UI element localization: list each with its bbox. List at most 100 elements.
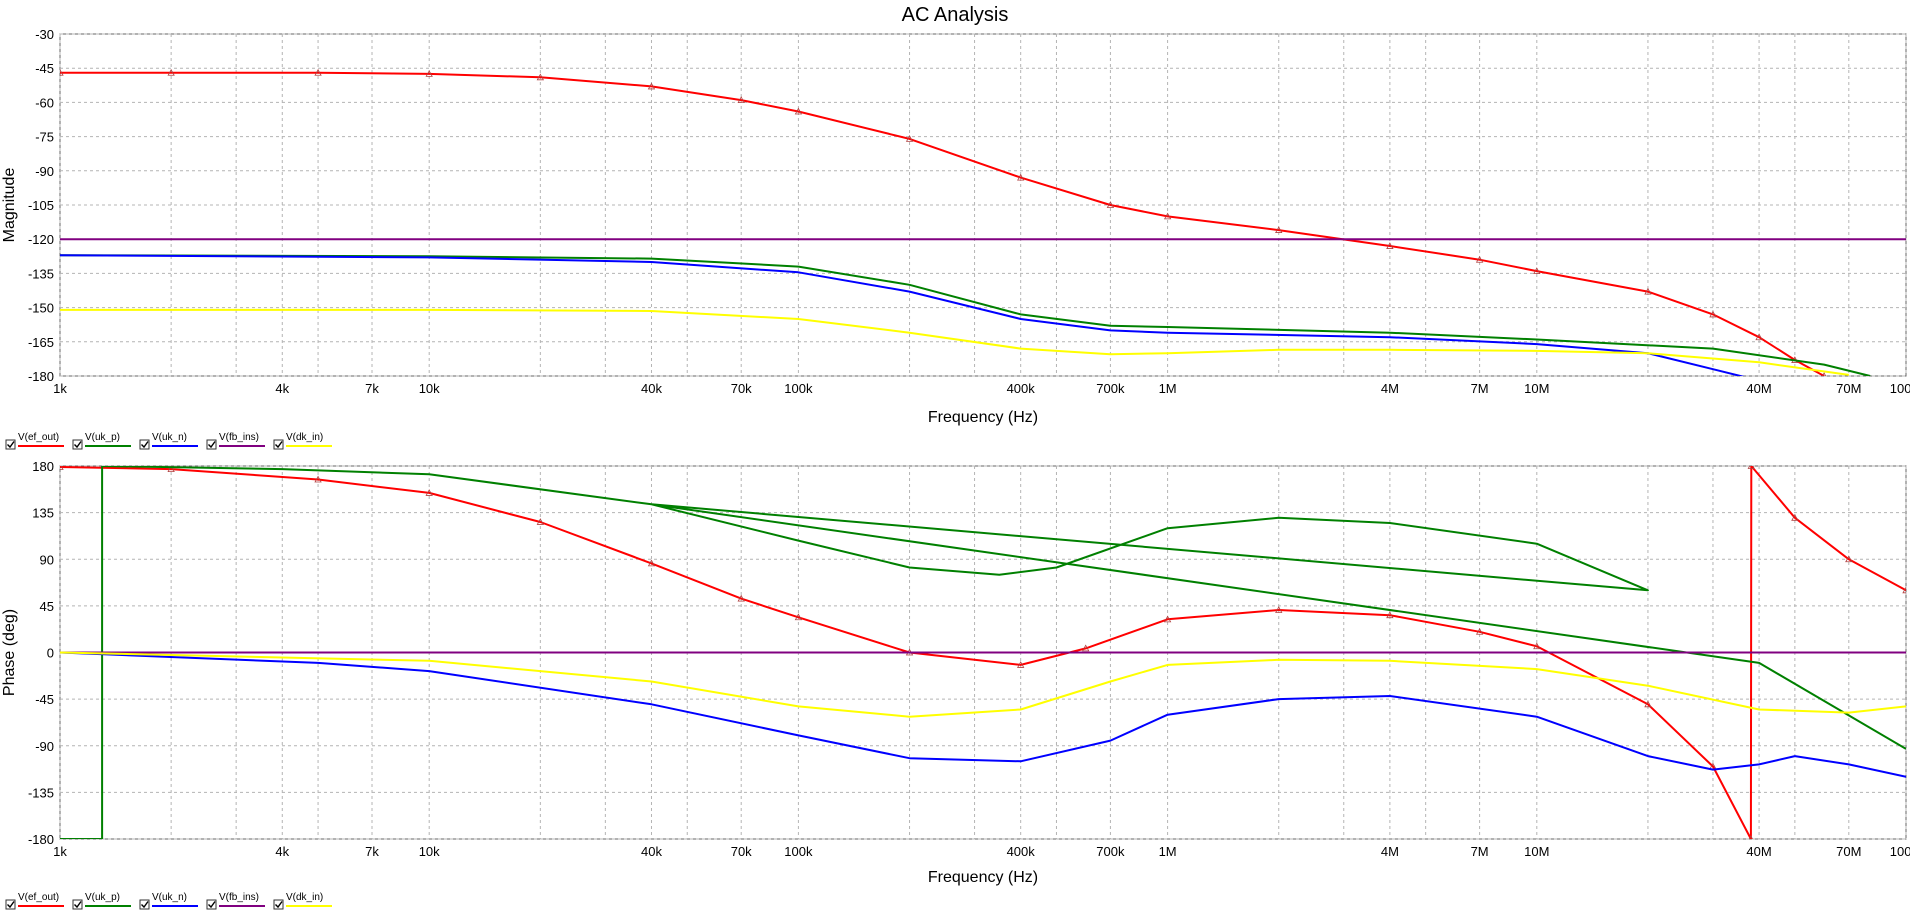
y-tick-label: -90 xyxy=(35,739,54,754)
data-point xyxy=(1644,700,1652,708)
data-point xyxy=(60,68,64,76)
data-point xyxy=(314,68,322,76)
data-point xyxy=(1017,661,1025,668)
data-point xyxy=(1533,267,1541,275)
data-point xyxy=(536,518,545,525)
x-tick-label: 40M xyxy=(1746,844,1771,859)
legend-label: V(ef_out) xyxy=(18,432,59,443)
x-tick-label: 700k xyxy=(1096,844,1125,859)
legend-checkbox xyxy=(139,899,150,910)
check-icon xyxy=(7,441,15,449)
legend-checkbox xyxy=(72,899,83,910)
y-tick-label: 0 xyxy=(47,646,54,661)
x-tick-label: 40k xyxy=(641,844,662,859)
x-tick-label: 4M xyxy=(1381,844,1399,859)
data-point xyxy=(1747,466,1755,469)
y-tick-label: -180 xyxy=(28,369,54,384)
x-tick-label: 100k xyxy=(784,844,813,859)
series-line-V(uk_n) xyxy=(60,651,1906,778)
legend-checkbox xyxy=(5,899,16,910)
legend-item: V(uk_p) xyxy=(72,432,131,450)
series-line-V(ef_out) xyxy=(60,466,1906,839)
legend-checkbox xyxy=(139,439,150,450)
y-tick-label: -165 xyxy=(28,335,54,350)
y-tick-label: -75 xyxy=(35,130,54,145)
y-tick-label: -135 xyxy=(28,266,54,281)
data-point xyxy=(1821,372,1827,376)
x-tick-label: 10k xyxy=(419,381,440,396)
y-tick-label: 180 xyxy=(32,459,54,474)
data-point xyxy=(1163,615,1172,623)
x-tick-label: 7k xyxy=(365,381,379,396)
x-tick-label: 100M xyxy=(1890,381,1910,396)
data-point xyxy=(737,96,745,104)
data-point xyxy=(905,135,914,142)
legend-item: V(fb_ins) xyxy=(206,892,265,910)
legend-checkbox xyxy=(206,899,217,910)
x-tick-label: 1k xyxy=(53,381,67,396)
legend-checkbox xyxy=(72,439,83,450)
legend-label: V(dk_in) xyxy=(286,432,323,443)
x-tick-label: 10M xyxy=(1524,844,1549,859)
data-point xyxy=(1163,212,1172,220)
x-tick-label: 7M xyxy=(1471,844,1489,859)
data-point xyxy=(1845,555,1853,563)
y-tick-label: 135 xyxy=(32,506,54,521)
data-point xyxy=(647,82,656,90)
x-tick-label: 400k xyxy=(1007,844,1036,859)
data-point xyxy=(1082,644,1090,652)
series-line-V(dk_in) xyxy=(60,308,1849,376)
y-tick-label: 90 xyxy=(40,552,54,567)
data-point xyxy=(60,466,64,470)
check-icon xyxy=(208,901,216,909)
data-point xyxy=(1748,835,1753,839)
data-point xyxy=(1709,310,1717,318)
data-point xyxy=(536,73,545,81)
x-tick-label: 40M xyxy=(1746,381,1771,396)
series-line-V(uk_p) xyxy=(60,466,1906,839)
y-tick-label: -150 xyxy=(28,301,54,316)
legend-item: V(uk_n) xyxy=(139,432,198,450)
data-point xyxy=(425,70,433,77)
x-tick-label: 10k xyxy=(419,844,440,859)
y-axis-label: Magnitude xyxy=(1,168,18,243)
legend-item: V(uk_n) xyxy=(139,892,198,910)
y-tick-label: -90 xyxy=(35,164,54,179)
legend-label: V(fb_ins) xyxy=(219,892,259,903)
x-tick-label: 100M xyxy=(1890,844,1910,859)
data-point xyxy=(314,475,322,483)
y-tick-label: -180 xyxy=(28,832,54,847)
legend-label: V(fb_ins) xyxy=(219,432,259,443)
data-point xyxy=(1275,226,1283,233)
data-point xyxy=(1791,513,1799,521)
data-point xyxy=(737,594,745,602)
data-point xyxy=(1644,287,1652,295)
y-tick-label: -60 xyxy=(35,95,54,110)
y-axis-label: Phase (deg) xyxy=(1,609,18,696)
y-tick-label: 45 xyxy=(40,599,54,614)
x-tick-label: 1M xyxy=(1159,844,1177,859)
legend-label: V(uk_p) xyxy=(85,432,120,443)
legend-item: V(dk_in) xyxy=(273,892,332,910)
x-tick-label: 1M xyxy=(1159,381,1177,396)
legend-label: V(ef_out) xyxy=(18,892,59,903)
data-point xyxy=(794,613,803,621)
legend-checkbox xyxy=(5,439,16,450)
x-tick-label: 400k xyxy=(1007,381,1036,396)
y-tick-label: -45 xyxy=(35,692,54,707)
data-point xyxy=(1902,586,1906,594)
legend-item: V(uk_p) xyxy=(72,892,131,910)
data-point xyxy=(167,68,175,76)
legend-label: V(uk_p) xyxy=(85,892,120,903)
legend-item: V(ef_out) xyxy=(5,892,64,910)
data-point xyxy=(1275,606,1283,613)
series-line-V(uk_p) xyxy=(60,254,1871,376)
x-tick-label: 100k xyxy=(784,381,813,396)
check-icon xyxy=(74,441,82,449)
data-point xyxy=(1475,255,1484,263)
check-icon xyxy=(74,901,82,909)
legend-label: V(uk_n) xyxy=(152,892,187,903)
series-line-V(dk_in) xyxy=(60,651,1906,718)
data-point xyxy=(1475,627,1484,635)
magnitude-plot: 1k 4k 7k 10k 40k 70k 100k 400k 700k 1M 4M 7M 10M 40M 7… xyxy=(1,27,1910,450)
